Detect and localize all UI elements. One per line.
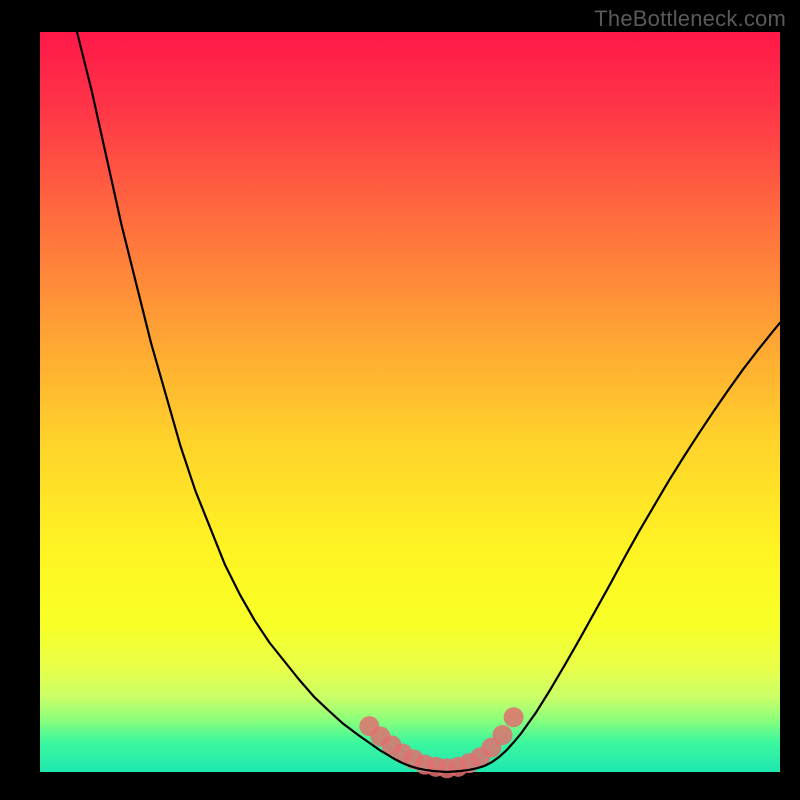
watermark: TheBottleneck.com	[594, 6, 786, 32]
curve-markers	[359, 707, 523, 778]
bottleneck-curve	[77, 32, 780, 772]
plot-area	[40, 32, 780, 772]
